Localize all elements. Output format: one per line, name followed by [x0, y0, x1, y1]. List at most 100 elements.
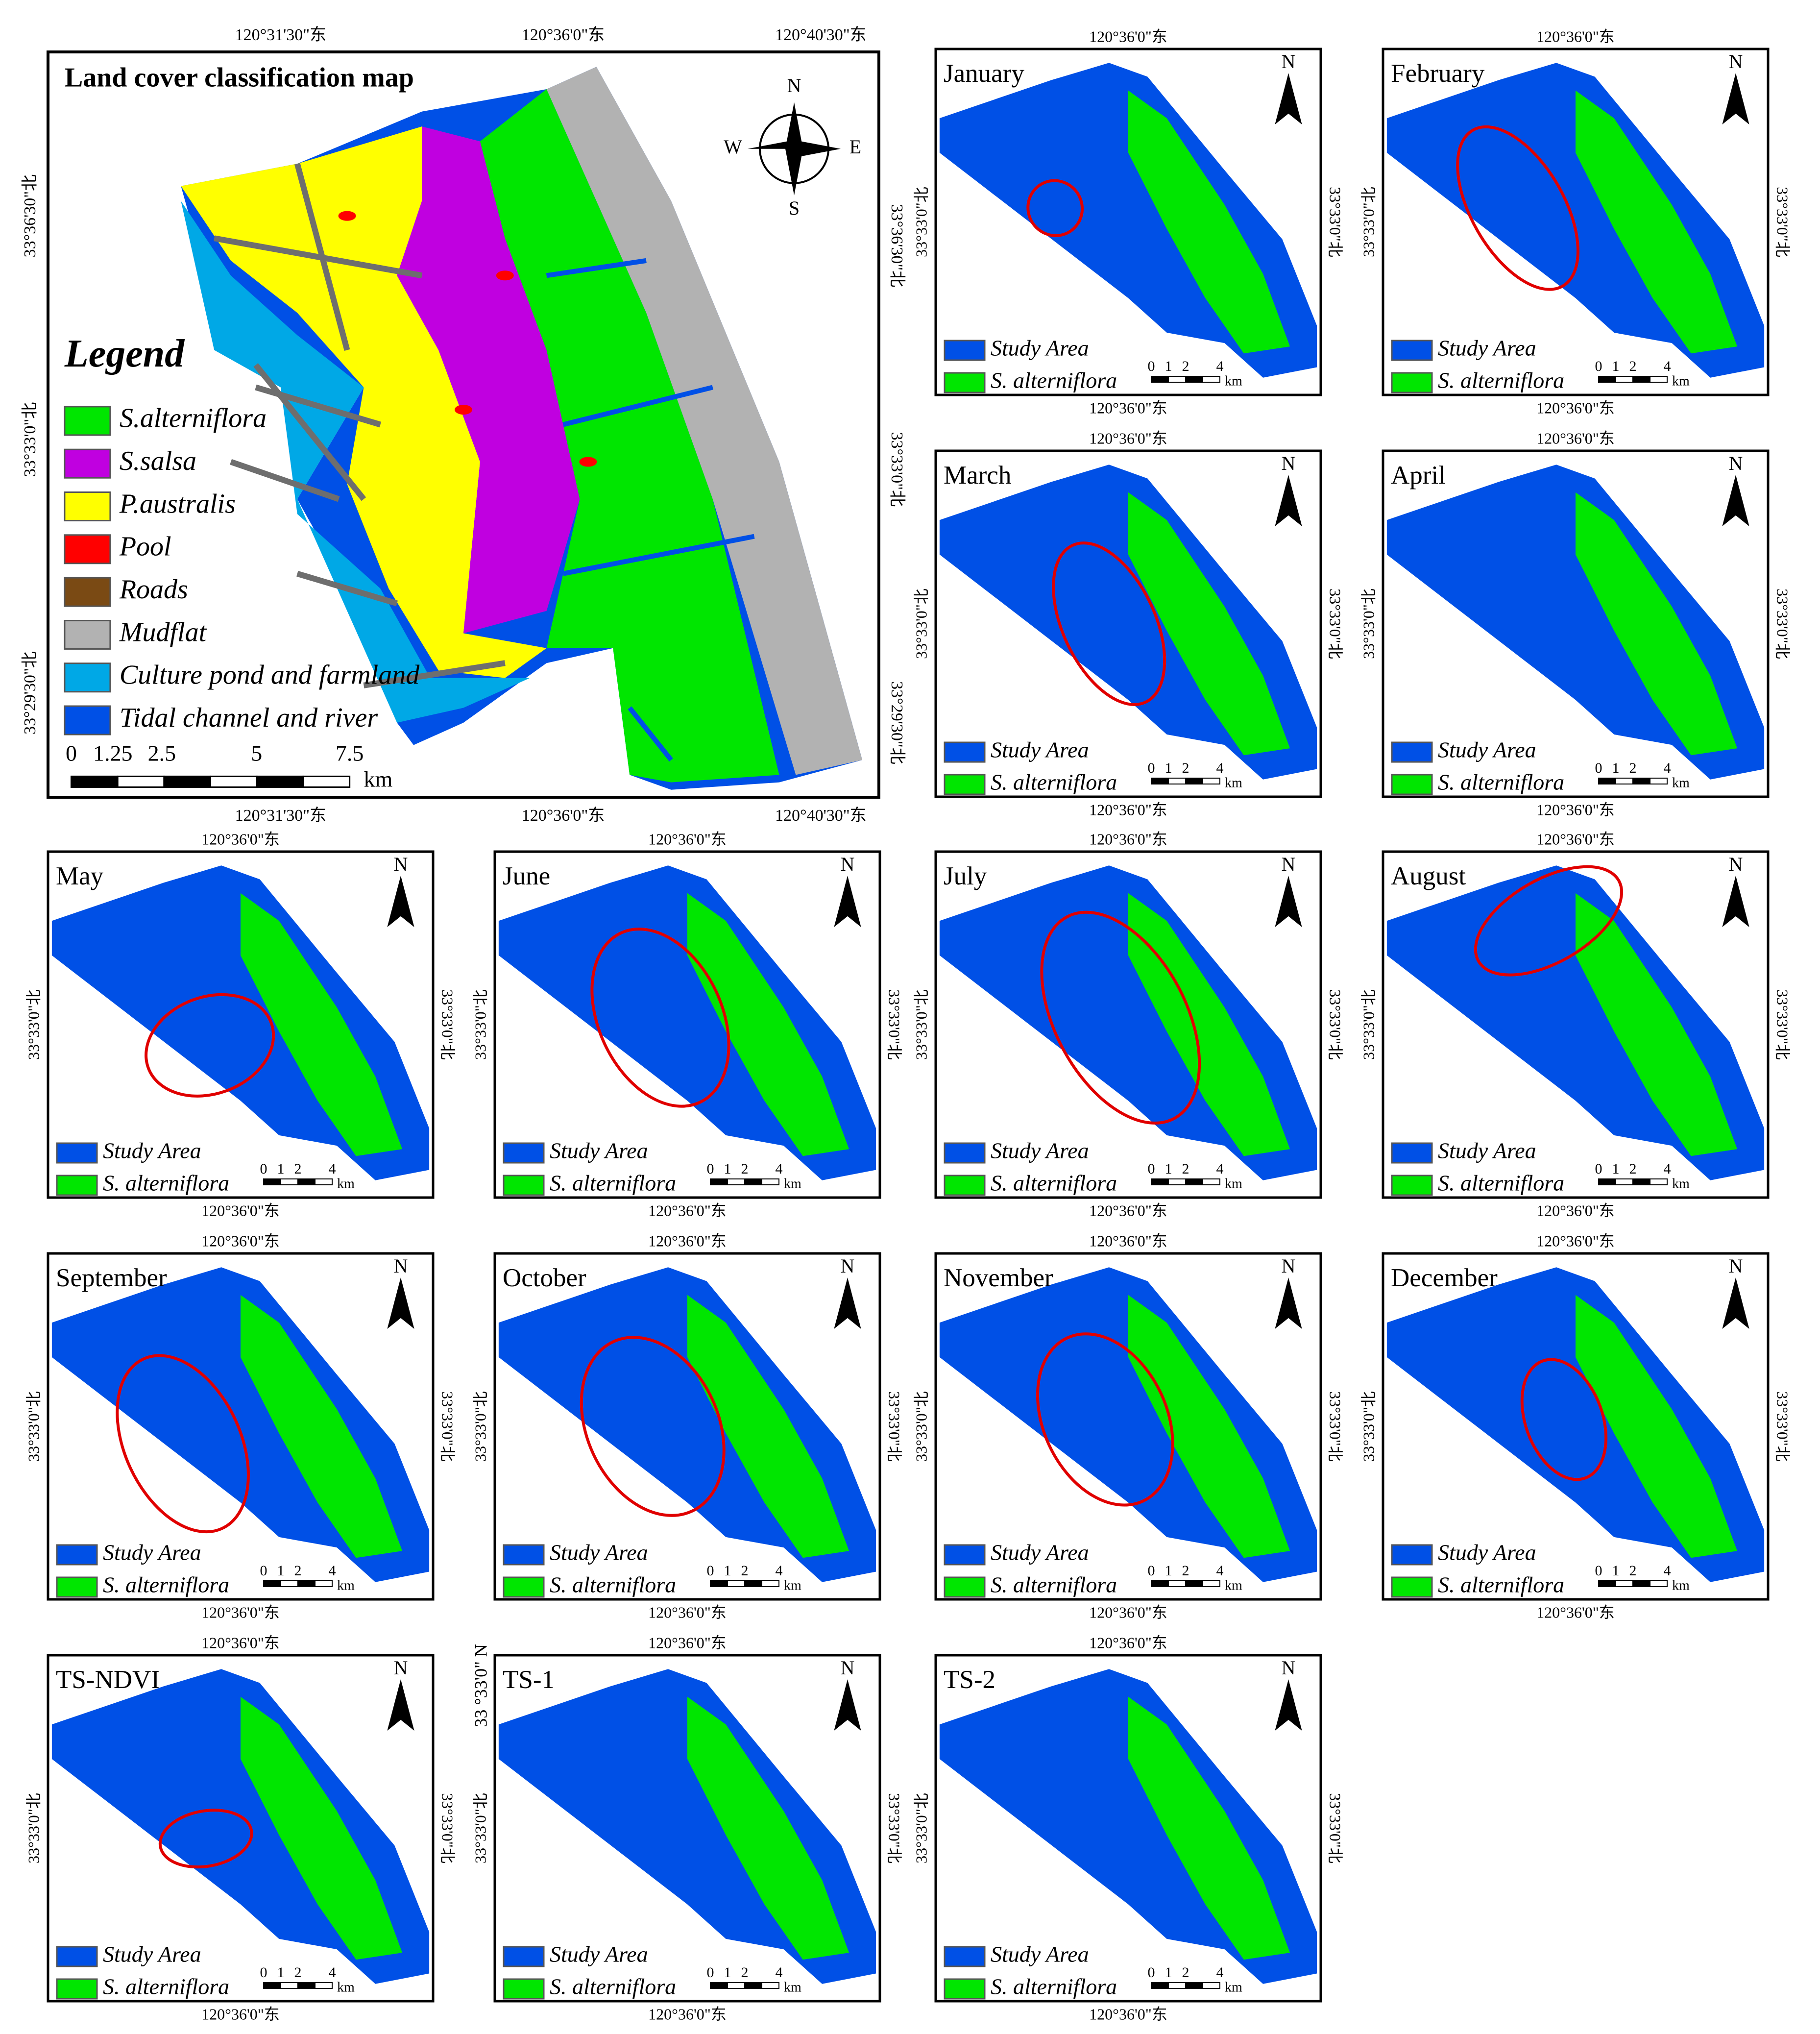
channel: [546, 258, 647, 278]
pond-area: [181, 201, 530, 723]
scale-bar: [1632, 1580, 1650, 1587]
north-label: N: [841, 1657, 855, 1679]
legend-swatch: [1391, 741, 1433, 763]
scale-bar: [744, 1580, 762, 1587]
lat-label: 33°33'0"北: [1327, 989, 1344, 1060]
scale-bar: [1168, 1178, 1186, 1185]
scale-label: 2: [741, 1563, 749, 1579]
highlight-ellipse: [1456, 125, 1579, 291]
scale-label: 1: [1612, 1563, 1620, 1579]
legend-label: S. alterniflora: [991, 770, 1117, 795]
scale-label: 0: [1595, 358, 1602, 374]
scale-label: 2.5: [148, 740, 176, 765]
lat-label: 33°33'0"北: [1327, 1793, 1344, 1863]
scale-bar: [297, 1580, 315, 1587]
panel-frame: [934, 1252, 1322, 1601]
reed-area: [181, 126, 547, 678]
legend-swatch: [503, 1576, 545, 1598]
legend-swatch: [944, 1978, 986, 2000]
lon-label: 120°36'0"东: [1089, 1634, 1167, 1651]
road: [363, 660, 506, 688]
scale-label: 4: [1216, 358, 1224, 374]
scale-bar: [1151, 1982, 1169, 1989]
scale-bar: [315, 1982, 333, 1989]
scale-label: 4: [329, 1563, 336, 1579]
north-label: N: [1282, 1255, 1296, 1277]
lon-label: 120°36'0"东: [1536, 801, 1615, 818]
scale-bar: [280, 1580, 298, 1587]
map-panel: July N Study Area S. alterniflora 0 1 2 4km 120°…: [912, 830, 1344, 1219]
mudflat-area: [546, 67, 863, 775]
scale-unit: km: [1225, 775, 1242, 790]
legend-swatch: [1391, 1576, 1433, 1598]
lat-label: 33°33'0"北: [471, 989, 489, 1060]
highlight-ellipse: [158, 1809, 253, 1869]
map-panel: May N Study Area S. alterniflora 0 1 2 4km 120°3…: [24, 830, 456, 1219]
north-arrow: [1722, 876, 1749, 928]
lon-label: 120°40'30"东: [775, 25, 867, 44]
lon-label: 120°36'0"东: [648, 1201, 727, 1219]
lon-label: 120°36'0"东: [1089, 27, 1167, 45]
scale-bar: [1632, 778, 1650, 784]
scale-label: 4: [1216, 1964, 1224, 1981]
scale-label: 1: [1612, 358, 1620, 374]
legend-label: Study Area: [1438, 737, 1536, 762]
scale-label: 0: [707, 1964, 714, 1981]
scale-bar: [744, 1982, 762, 1989]
legend-swatch: [944, 1946, 986, 1967]
legend-label: Study Area: [103, 1138, 201, 1163]
map-panel: March N Study Area S. alterniflora 0 1 2 4km 120…: [912, 429, 1344, 818]
legend-label: Pool: [119, 532, 171, 562]
legend-swatch: [1391, 340, 1433, 361]
scale-bar: [1168, 1580, 1186, 1587]
legend-label: Study Area: [1438, 336, 1536, 361]
scale-label: 4: [1664, 1563, 1671, 1579]
map-panel: October N Study Area S. alterniflora 0 1 2 4km 1…: [471, 1232, 903, 1621]
panel-frame: [493, 1252, 881, 1601]
panel-frame: [934, 449, 1322, 798]
scale-label: 2: [1182, 760, 1189, 776]
lon-label: 120°31'30"东: [235, 806, 327, 825]
lon-label: 120°36'0"东: [201, 1232, 280, 1250]
panel-title: September: [56, 1264, 167, 1292]
legend-label: S. alterniflora: [103, 1974, 229, 1999]
lon-label: 120°36'0"东: [1089, 2005, 1167, 2023]
legend-label: Study Area: [103, 1942, 201, 1967]
scale-bar: [1168, 376, 1186, 383]
scale-unit: km: [1672, 1176, 1690, 1191]
compass-label: W: [724, 136, 742, 158]
lat-label: 33°33'0"北: [24, 1793, 42, 1863]
north-label: N: [1282, 50, 1296, 73]
panel-title: December: [1391, 1264, 1498, 1292]
scale-unit: km: [784, 1176, 801, 1191]
panel-title: February: [1391, 59, 1485, 88]
lon-label: 120°36'0"东: [1089, 1201, 1167, 1219]
lon-label: 120°36'0"东: [201, 830, 280, 848]
scale-bar: [315, 1580, 333, 1587]
channel: [628, 706, 673, 762]
legend-swatch: [944, 1576, 986, 1598]
lon-label: 120°36'0"东: [201, 1603, 280, 1621]
highlight-ellipse: [116, 1354, 250, 1534]
scale-unit: km: [364, 767, 392, 792]
map-panel: November N Study Area S. alterniflora 0 1 2 4km…: [912, 1232, 1344, 1621]
highlight-ellipse: [1026, 179, 1084, 237]
lat-label: 33°33'0"北: [912, 588, 930, 659]
scale-label: 1: [1165, 760, 1172, 776]
map-panel: June N Study Area S. alterniflora 0 1 2 4km 120°…: [471, 830, 903, 1219]
highlight-ellipse: [145, 993, 275, 1098]
north-label: N: [1282, 1657, 1296, 1679]
lat-label: 33°33'0"北: [21, 402, 39, 477]
legend-swatch: [56, 1978, 98, 2000]
road: [230, 459, 340, 502]
legend-label: S. alterniflora: [991, 1171, 1117, 1196]
lon-label: 120°36'0"东: [1536, 830, 1615, 848]
scale-bar: [710, 1580, 728, 1587]
scale-bar: [297, 1178, 315, 1185]
panel-title: August: [1391, 862, 1466, 890]
panel-title: TS-1: [503, 1666, 555, 1694]
lon-label: 120°36'0"东: [1536, 1201, 1615, 1219]
lon-label: 120°36'0"东: [648, 1603, 727, 1621]
highlight-ellipse: [1052, 541, 1166, 706]
panel-title: July: [944, 862, 987, 890]
